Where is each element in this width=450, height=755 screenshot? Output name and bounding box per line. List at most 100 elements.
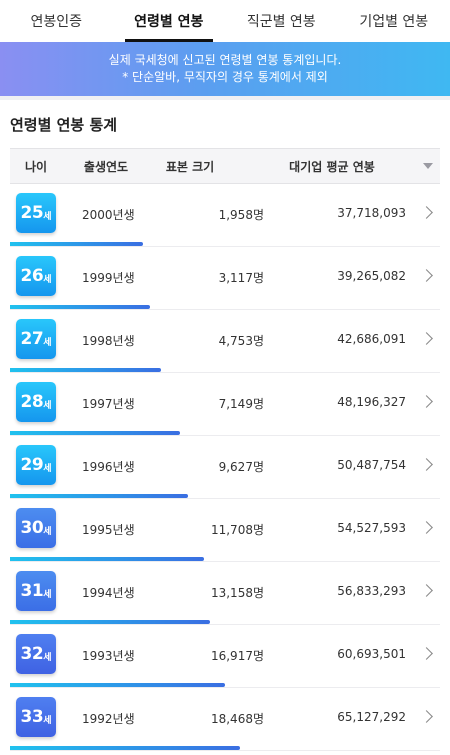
table-row[interactable]: 33 세 1992년생 18,468명 65,127,292 <box>10 688 440 751</box>
birth-year: 1999년생 <box>82 271 135 285</box>
age-number: 28 <box>20 392 44 412</box>
age-unit: 세 <box>43 401 52 411</box>
section-title: 연령별 연봉 통계 <box>10 115 118 134</box>
tab-salary-by-company[interactable]: 기업별 연봉 <box>359 14 429 30</box>
age-number: 26 <box>20 266 44 286</box>
header-sample-size: 표본 크기 <box>165 159 215 174</box>
age-unit: 세 <box>43 527 52 537</box>
salary-table: 나이 출생연도 표본 크기 대기업 평균 연봉 25 세 2000년생 1,958명 3… <box>10 148 440 751</box>
salary-bar <box>10 305 150 309</box>
sample-size: 3,117명 <box>218 271 264 285</box>
avg-salary: 50,487,754 <box>337 458 406 472</box>
avg-salary: 60,693,501 <box>337 647 406 661</box>
birth-year: 1997년생 <box>82 397 135 411</box>
section-divider <box>0 96 450 100</box>
age-badge: 25 세 <box>16 193 56 233</box>
age-badge: 28 세 <box>16 382 56 422</box>
header-avg-salary: 대기업 평균 연봉 <box>289 159 375 174</box>
age-badge: 27 세 <box>16 319 56 359</box>
age-unit: 세 <box>43 338 52 348</box>
age-badge: 29 세 <box>16 445 56 485</box>
table-row[interactable]: 32 세 1993년생 16,917명 60,693,501 <box>10 625 440 688</box>
banner-line-1: 실제 국세청에 신고된 연령별 연봉 통계입니다. <box>108 53 342 67</box>
avg-salary: 39,265,082 <box>337 269 406 283</box>
tab-salary-by-age[interactable]: 연령별 연봉 <box>113 0 226 42</box>
table-row[interactable]: 25 세 2000년생 1,958명 37,718,093 <box>10 184 440 247</box>
birth-year: 1998년생 <box>82 334 135 348</box>
table-row[interactable]: 31 세 1994년생 13,158명 56,833,293 <box>10 562 440 625</box>
sample-size: 9,627명 <box>218 460 264 474</box>
sample-size: 1,958명 <box>218 208 264 222</box>
avg-salary: 37,718,093 <box>337 206 406 220</box>
chevron-right-icon <box>420 458 433 471</box>
age-number: 30 <box>20 518 44 538</box>
age-number: 31 <box>20 581 44 601</box>
salary-bar <box>10 368 161 372</box>
table-body: 25 세 2000년생 1,958명 37,718,093 26 세 1999년생 3,117명… <box>10 184 440 751</box>
age-unit: 세 <box>43 275 52 285</box>
age-badge: 26 세 <box>16 256 56 296</box>
chevron-right-icon <box>420 332 433 345</box>
age-unit: 세 <box>43 716 52 726</box>
tab-salary-by-job[interactable]: 직군별 연봉 <box>246 14 316 30</box>
sample-size: 4,753명 <box>218 334 264 348</box>
banner-line-2: * 단순알바, 무직자의 경우 통계에서 제외 <box>122 70 328 84</box>
table-row[interactable]: 27 세 1998년생 4,753명 42,686,091 <box>10 310 440 373</box>
age-badge: 30 세 <box>16 508 56 548</box>
tab-salary-verify[interactable]: 연봉인증 <box>30 14 83 30</box>
salary-bar <box>10 431 180 435</box>
table-row[interactable]: 29 세 1996년생 9,627명 50,487,754 <box>10 436 440 499</box>
avg-salary: 42,686,091 <box>337 332 406 346</box>
sample-size: 11,708명 <box>210 523 264 537</box>
chevron-right-icon <box>420 395 433 408</box>
age-badge: 32 세 <box>16 634 56 674</box>
header-birth-year: 출생연도 <box>83 159 129 174</box>
age-unit: 세 <box>43 464 52 474</box>
age-badge: 33 세 <box>16 697 56 737</box>
sample-size: 16,917명 <box>210 649 264 663</box>
salary-bar <box>10 557 204 561</box>
chevron-right-icon <box>420 584 433 597</box>
salary-bar <box>10 683 225 687</box>
sample-size: 18,468명 <box>210 712 264 726</box>
salary-bar <box>10 242 144 246</box>
avg-salary: 56,833,293 <box>337 584 406 598</box>
table-row[interactable]: 30 세 1995년생 11,708명 54,527,593 <box>10 499 440 562</box>
chevron-right-icon <box>420 269 433 282</box>
birth-year: 1996년생 <box>82 460 135 474</box>
table-row[interactable]: 26 세 1999년생 3,117명 39,265,082 <box>10 247 440 310</box>
caret-down-icon <box>423 163 433 169</box>
birth-year: 1995년생 <box>82 523 135 537</box>
birth-year: 2000년생 <box>82 208 135 222</box>
salary-bar <box>10 620 210 624</box>
tab-bar: 연봉인증 연령별 연봉 직군별 연봉 기업별 연봉 <box>0 0 450 42</box>
avg-salary: 54,527,593 <box>337 521 406 535</box>
chevron-right-icon <box>420 206 433 219</box>
info-banner: 실제 국세청에 신고된 연령별 연봉 통계입니다. * 단순알바, 무직자의 경… <box>0 42 450 96</box>
sample-size: 13,158명 <box>210 586 264 600</box>
salary-bar <box>10 746 241 750</box>
salary-bar <box>10 494 189 498</box>
chevron-right-icon <box>420 521 433 534</box>
sample-size: 7,149명 <box>218 397 264 411</box>
sort-dropdown[interactable] <box>416 163 440 169</box>
table-row[interactable]: 28 세 1997년생 7,149명 48,196,327 <box>10 373 440 436</box>
age-number: 29 <box>20 455 44 475</box>
birth-year: 1993년생 <box>82 649 135 663</box>
age-number: 25 <box>20 203 44 223</box>
age-number: 32 <box>20 644 44 664</box>
chevron-right-icon <box>420 647 433 660</box>
birth-year: 1992년생 <box>82 712 135 726</box>
birth-year: 1994년생 <box>82 586 135 600</box>
age-number: 27 <box>20 329 44 349</box>
avg-salary: 65,127,292 <box>337 710 406 724</box>
header-age: 나이 <box>24 159 48 174</box>
age-unit: 세 <box>43 212 52 222</box>
age-number: 33 <box>20 707 44 727</box>
age-badge: 31 세 <box>16 571 56 611</box>
age-unit: 세 <box>43 653 52 663</box>
age-unit: 세 <box>43 590 52 600</box>
avg-salary: 48,196,327 <box>337 395 406 409</box>
chevron-right-icon <box>420 710 433 723</box>
table-header: 나이 출생연도 표본 크기 대기업 평균 연봉 <box>10 148 440 184</box>
